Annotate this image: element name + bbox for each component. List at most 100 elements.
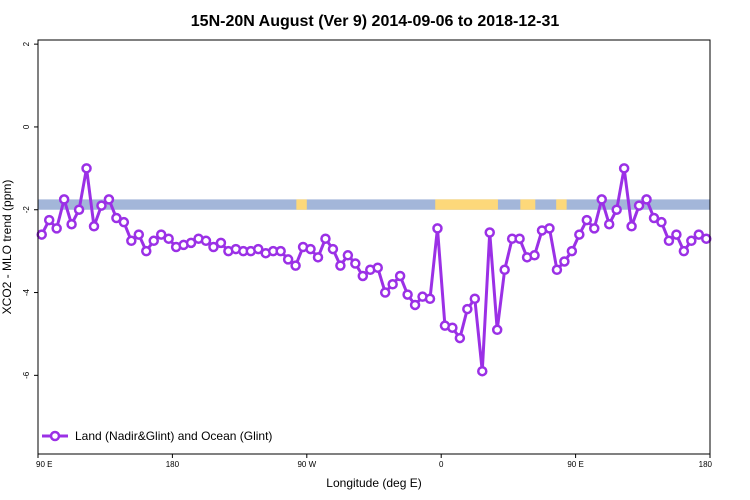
data-point bbox=[350, 258, 361, 269]
data-point bbox=[596, 194, 607, 205]
data-point bbox=[126, 235, 137, 247]
data-point bbox=[357, 270, 369, 282]
data-point bbox=[477, 365, 488, 377]
data-point bbox=[141, 245, 152, 257]
data-point bbox=[335, 260, 346, 271]
y-tick-label: 0 bbox=[22, 124, 31, 129]
data-point bbox=[394, 270, 406, 282]
x-tick-label: 90 E bbox=[36, 460, 52, 469]
data-point bbox=[402, 289, 413, 300]
data-point bbox=[312, 252, 324, 263]
y-axis: 2 0 -2 -4 -6 bbox=[22, 41, 38, 379]
data-point bbox=[559, 256, 570, 267]
data-point bbox=[469, 293, 481, 304]
data-point bbox=[163, 233, 174, 244]
data-point bbox=[603, 218, 615, 230]
data-point bbox=[626, 221, 637, 232]
x-tick-label: 90 W bbox=[297, 460, 316, 469]
data-point bbox=[566, 245, 578, 257]
y-tick-label: -2 bbox=[22, 206, 31, 214]
data-point bbox=[424, 293, 436, 304]
data-point bbox=[275, 245, 286, 257]
data-point bbox=[208, 241, 219, 253]
y-tick-label: -4 bbox=[22, 288, 31, 296]
data-point bbox=[589, 223, 600, 234]
data-point bbox=[462, 303, 473, 315]
data-point bbox=[342, 250, 354, 261]
data-point bbox=[290, 260, 301, 271]
x-axis-label: Longitude (deg E) bbox=[326, 476, 421, 490]
y-axis-label: XCO2 - MLO trend (ppm) bbox=[0, 180, 14, 315]
x-tick-label: 180 bbox=[166, 460, 180, 469]
data-point bbox=[215, 237, 227, 249]
data-point bbox=[611, 204, 622, 215]
land-segment bbox=[556, 199, 567, 210]
data-point bbox=[454, 332, 466, 344]
data-point bbox=[432, 223, 443, 234]
data-point bbox=[447, 322, 458, 333]
data-point bbox=[148, 235, 159, 247]
x-tick-label: 0 bbox=[439, 460, 444, 469]
data-point bbox=[118, 216, 130, 228]
data-point bbox=[320, 233, 331, 244]
data-point bbox=[372, 262, 383, 273]
data-point bbox=[663, 235, 675, 247]
data-point bbox=[185, 237, 197, 249]
x-axis: 90 E 180 90 W 0 90 E 180 bbox=[36, 454, 713, 469]
data-point bbox=[514, 233, 525, 244]
data-point bbox=[678, 245, 690, 257]
data-point bbox=[387, 279, 398, 290]
data-point bbox=[618, 163, 630, 174]
data-point bbox=[641, 194, 652, 205]
data-point bbox=[58, 194, 70, 205]
data-point bbox=[581, 214, 593, 226]
data-point bbox=[701, 233, 712, 244]
data-point bbox=[686, 235, 697, 247]
data-point bbox=[81, 163, 92, 174]
data-point bbox=[96, 200, 107, 211]
legend-entry-land-ocean: Land (Nadir&Glint) and Ocean (Glint) bbox=[75, 429, 272, 443]
data-point bbox=[574, 229, 585, 240]
series-layer bbox=[36, 163, 712, 377]
data-point bbox=[499, 264, 510, 276]
x-tick-label: 90 E bbox=[567, 460, 583, 469]
land-ocean-band bbox=[38, 199, 710, 210]
data-point bbox=[656, 216, 667, 228]
data-point bbox=[133, 229, 145, 240]
data-point bbox=[529, 250, 540, 261]
data-point bbox=[111, 212, 122, 224]
data-point bbox=[66, 218, 77, 230]
y-tick-label: 2 bbox=[22, 41, 31, 46]
land-segment bbox=[520, 199, 536, 210]
data-point bbox=[200, 235, 212, 247]
data-point bbox=[103, 194, 115, 205]
x-tick-label: 180 bbox=[699, 460, 713, 469]
data-point bbox=[551, 264, 563, 276]
data-point bbox=[305, 243, 316, 255]
data-point bbox=[73, 204, 85, 215]
data-point bbox=[88, 221, 100, 232]
data-point bbox=[544, 223, 555, 234]
data-point bbox=[671, 229, 682, 240]
ocean-band bbox=[38, 199, 710, 210]
data-point bbox=[155, 229, 167, 240]
chart-title: 15N-20N August (Ver 9) 2014-09-06 to 201… bbox=[191, 13, 560, 30]
data-point bbox=[633, 200, 645, 211]
data-point bbox=[491, 324, 503, 336]
data-point bbox=[484, 227, 495, 238]
data-point bbox=[282, 254, 294, 265]
land-segment bbox=[296, 199, 307, 210]
data-point bbox=[253, 243, 264, 255]
data-point bbox=[379, 287, 391, 298]
y-tick-label: -6 bbox=[22, 371, 31, 379]
data-point bbox=[648, 212, 660, 224]
data-point bbox=[36, 229, 47, 240]
data-point bbox=[327, 243, 339, 255]
data-point bbox=[409, 299, 421, 311]
legend-marker bbox=[49, 430, 61, 442]
data-point bbox=[51, 223, 62, 234]
plot-frame bbox=[37, 39, 711, 455]
data-point bbox=[43, 214, 55, 226]
legend: Land (Nadir&Glint) and Ocean (Glint) bbox=[42, 429, 272, 443]
